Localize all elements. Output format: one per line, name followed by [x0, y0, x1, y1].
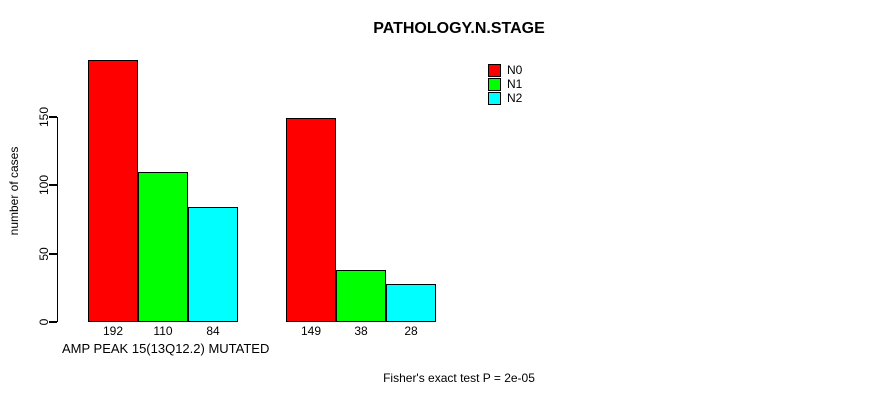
legend-swatch: [488, 64, 501, 77]
y-axis-line: [56, 116, 58, 322]
y-tick-label: 50: [37, 246, 51, 261]
legend-label: N1: [507, 77, 523, 91]
legend-item: N1: [488, 78, 522, 91]
bar-value-label: 38: [354, 324, 368, 338]
y-axis-label: number of cases: [7, 146, 21, 236]
legend-label: N2: [507, 91, 523, 105]
legend-item: N2: [488, 92, 522, 105]
bar: [336, 270, 386, 322]
x-axis-label: AMP PEAK 15(13Q12.2) MUTATED: [62, 341, 270, 356]
bar: [88, 59, 138, 322]
bar-value-label: 28: [404, 324, 418, 338]
bar: [188, 207, 238, 322]
bar: [386, 283, 436, 322]
legend: N0 N1 N2: [488, 64, 522, 106]
legend-swatch: [488, 92, 501, 105]
legend-swatch: [488, 78, 501, 91]
bar-value-label: 192: [102, 324, 124, 338]
legend-label: N0: [507, 63, 523, 77]
bar: [138, 171, 188, 322]
bar-value-label: 84: [206, 324, 220, 338]
legend-item: N0: [488, 64, 522, 77]
bar: [286, 118, 336, 322]
y-tick-mark: [48, 115, 57, 118]
fisher-test-footnote: Fisher's exact test P = 2e-05: [383, 371, 535, 385]
y-tick-label: 100: [37, 175, 51, 196]
y-tick-label: 0: [37, 318, 51, 326]
y-tick-mark: [48, 321, 57, 323]
y-tick-mark: [48, 184, 57, 187]
y-tick-label: 150: [37, 106, 51, 127]
y-tick-mark: [48, 252, 57, 255]
bar-value-label: 110: [153, 324, 173, 338]
chart-title: PATHOLOGY.N.STAGE: [373, 20, 545, 37]
bar-value-label: 149: [300, 324, 322, 338]
